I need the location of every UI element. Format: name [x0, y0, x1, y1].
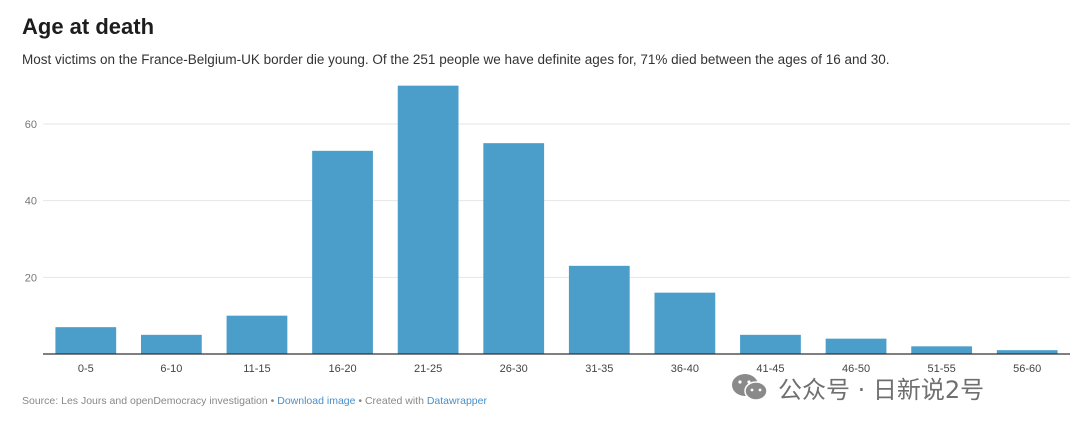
x-tick-label: 0-5	[78, 363, 94, 375]
bar	[911, 346, 973, 354]
bar	[568, 265, 630, 354]
watermark-text: 公众号 · 日新说2号	[778, 376, 985, 404]
y-tick-label: 40	[25, 196, 37, 208]
chart-footer: Source: Les Jours and openDemocracy inve…	[22, 395, 487, 407]
x-tick-label: 11-15	[243, 363, 270, 375]
wechat-icon	[732, 373, 768, 401]
x-tick-label: 26-30	[500, 363, 528, 375]
y-tick-label: 20	[25, 272, 37, 284]
footer-separator: •	[267, 395, 278, 407]
x-tick-label: 16-20	[328, 363, 356, 375]
bar	[740, 334, 801, 354]
source-text: Source: Les Jours and openDemocracy inve…	[22, 395, 268, 407]
bar	[996, 350, 1058, 354]
bar	[140, 334, 202, 354]
bar	[483, 143, 545, 354]
bar	[55, 327, 117, 354]
x-tick-label: 31-35	[585, 363, 613, 375]
x-tick-label: 46-50	[842, 363, 870, 375]
bar	[397, 85, 459, 355]
y-tick-label: 60	[25, 119, 37, 131]
bar	[654, 292, 716, 354]
watermark: 公众号 · 日新说2号	[730, 370, 984, 405]
bar	[312, 150, 373, 354]
download-image-link[interactable]: Download image	[277, 395, 356, 407]
bar	[825, 338, 887, 354]
x-tick-label: 56-60	[1013, 363, 1041, 375]
chart-subtitle: Most victims on the France-Belgium-UK bo…	[22, 52, 890, 67]
footer-created-with: • Created with	[355, 395, 427, 407]
datawrapper-link[interactable]: Datawrapper	[426, 395, 487, 407]
x-tick-label: 36-40	[671, 363, 699, 375]
chart-title: Age at death	[22, 14, 155, 39]
x-tick-label: 51-55	[928, 363, 956, 375]
x-tick-label: 41-45	[756, 363, 784, 375]
x-tick-label: 6-10	[160, 363, 182, 375]
x-tick-label: 21-25	[414, 363, 442, 375]
bar	[226, 315, 288, 354]
